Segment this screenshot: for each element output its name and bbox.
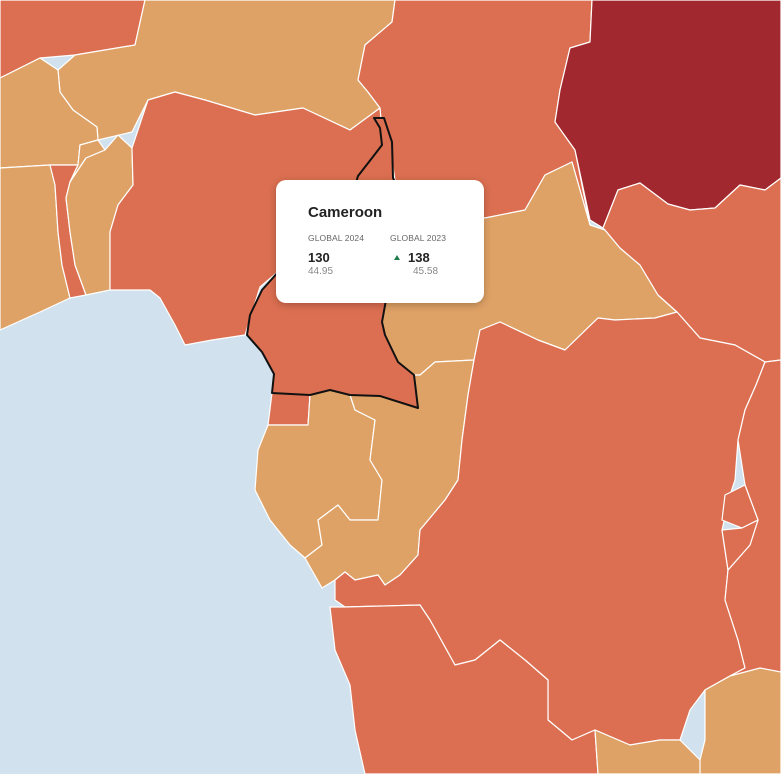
region-equatorial-guinea[interactable] — [267, 392, 311, 426]
global-2023-rank: 138 — [390, 250, 472, 265]
trend-up-icon — [394, 255, 400, 260]
global-2024-label: GLOBAL 2024 — [308, 233, 365, 243]
region-south-sudan[interactable] — [602, 177, 781, 363]
country-tooltip: Cameroon GLOBAL 2024 130 44.95 GLOBAL 20… — [276, 180, 484, 303]
global-2023-rank-value: 138 — [408, 250, 430, 265]
region-tanzania[interactable] — [699, 667, 781, 774]
tooltip-col-2023: GLOBAL 2023 138 45.58 — [390, 233, 472, 277]
region-angola[interactable] — [329, 604, 599, 774]
tooltip-country-name: Cameroon — [308, 204, 383, 221]
tooltip-columns: GLOBAL 2024 130 44.95 GLOBAL 2023 138 45… — [308, 233, 484, 277]
global-2024-score: 44.95 — [308, 266, 334, 277]
global-2023-score: 45.58 — [413, 266, 439, 277]
region-burundi[interactable] — [721, 519, 759, 571]
global-2024-rank-value: 130 — [308, 250, 330, 265]
global-2024-rank: 130 — [308, 250, 390, 265]
global-2023-label: GLOBAL 2023 — [390, 233, 447, 243]
tooltip-col-2024: GLOBAL 2024 130 44.95 — [308, 233, 390, 277]
